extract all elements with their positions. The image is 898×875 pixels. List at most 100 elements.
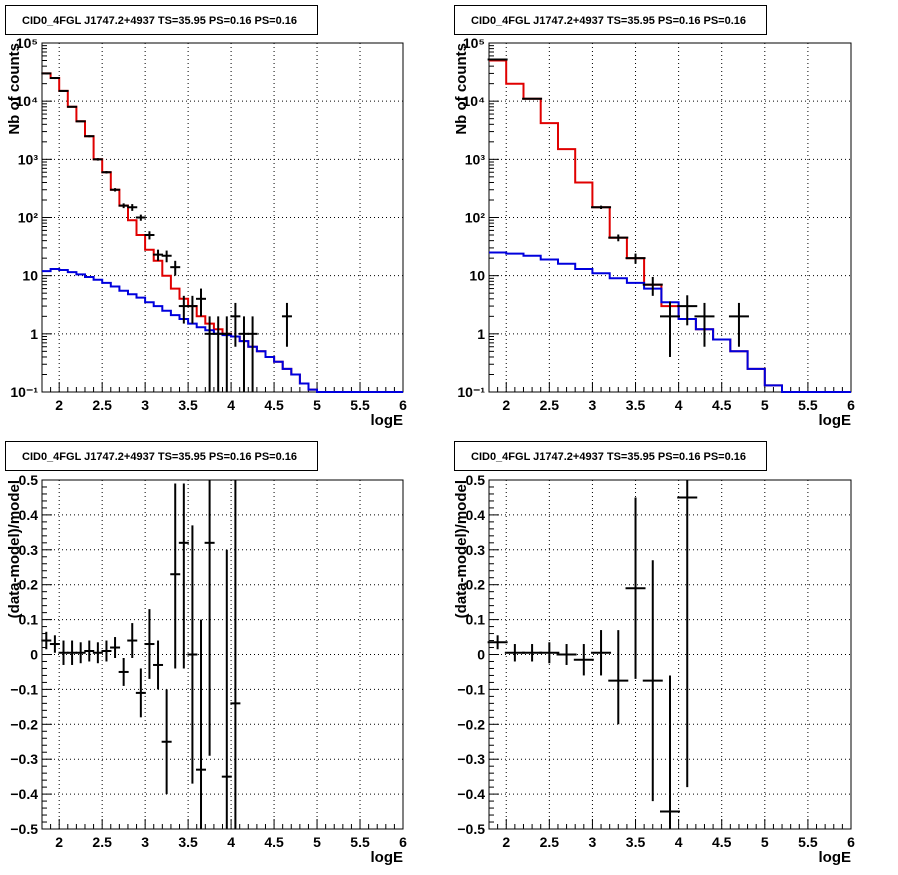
data-point [591,205,612,210]
y-tick-label: −0.1 [457,681,485,697]
x-tick-label: 4 [227,397,235,413]
data-point [153,249,164,261]
y-tick-label: 0 [30,647,38,663]
y-tick-label: −0.2 [457,716,485,732]
data-point [135,214,146,221]
x-tick-label: 5.5 [798,397,818,413]
y-tick-label: 10⁵ [463,35,485,51]
y-tick-label: 0.4 [19,507,39,523]
chart-title: CID0_4FGL J1747.2+4937 TS=35.95 PS=0.16 … [471,451,746,463]
y-tick-label: 0 [477,647,485,663]
chart-panel-1: CID0_4FGL J1747.2+4937 TS=35.95 PS=0.16 … [5,5,407,429]
data-point [573,644,594,676]
data-point [694,302,715,347]
data-point [187,525,198,784]
data-point [178,295,189,324]
data-point [625,253,646,264]
chart-title-box [5,5,318,35]
data-point [213,316,224,392]
data-point [247,316,258,392]
y-tick-label: 10² [465,210,486,226]
data-point [127,204,138,211]
y-axis-label: Nb of counts [6,43,23,135]
x-tick-label: 3.5 [626,397,646,413]
x-tick-label: 4.5 [712,397,732,413]
y-tick-label: −0.1 [10,681,38,697]
y-axis-label: Nb of counts [453,43,470,135]
x-tick-label: 3 [141,834,149,850]
y-tick-label: 10⁻¹ [457,384,485,400]
data-point [522,97,543,100]
y-tick-label: 0.3 [466,542,486,558]
x-tick-label: 5.5 [350,834,370,850]
x-tick-label: 2.5 [540,834,560,850]
y-tick-label: 0.3 [19,542,39,558]
data-point [161,689,172,795]
x-tick-label: 2 [55,834,63,850]
data-point [608,630,629,725]
x-tick-label: 5.5 [350,397,370,413]
data-point [642,560,663,802]
y-tick-label: 0.4 [466,507,486,523]
data-point [110,637,121,658]
data-point [660,675,680,829]
x-tick-label: 3 [589,397,597,413]
data-point [196,288,207,317]
x-tick-label: 5 [313,834,321,850]
x-tick-label: 2 [502,834,510,850]
x-axis-label: logE [371,849,404,866]
data-point [41,72,52,75]
y-tick-label: 0.1 [19,612,39,628]
y-tick-label: 0.1 [466,612,486,628]
y-axis-label: (data-model)/model [453,480,470,618]
data-point [677,480,698,788]
x-axis-label: logE [819,412,852,429]
data-point [487,58,508,61]
data-point [625,497,646,679]
chart-title: CID0_4FGL J1747.2+4937 TS=35.95 PS=0.16 … [471,15,746,27]
x-tick-label: 3 [589,834,597,850]
x-tick-label: 6 [399,397,407,413]
y-tick-label: 10 [469,268,485,284]
data-point [92,642,103,664]
model-source-histogram [42,268,403,393]
y-tick-label: 0.5 [466,472,486,488]
y-tick-label: −0.4 [457,786,485,802]
data-point [487,635,508,650]
x-tick-label: 2 [55,397,63,413]
data-point [110,188,121,192]
data-point [84,135,95,138]
data-point [204,316,215,392]
y-tick-label: −0.5 [457,821,485,837]
data-point [101,171,112,174]
chart-title: CID0_4FGL J1747.2+4937 TS=35.95 PS=0.16 … [22,15,297,27]
data-point [67,640,78,665]
data-point [238,316,249,392]
y-tick-label: 0.2 [19,577,39,593]
data-point [92,158,103,161]
x-tick-label: 4 [227,834,235,850]
data-point [118,203,129,209]
data-point [118,657,129,686]
y-tick-label: 10 [22,268,38,284]
x-tick-label: 5 [761,834,769,850]
y-tick-label: 10⁴ [463,93,486,109]
chart-title-box [5,441,318,471]
x-tick-label: 6 [847,834,855,850]
y-tick-label: −0.3 [10,751,38,767]
data-point [522,644,543,662]
data-point [170,483,181,669]
chart-panel-2: CID0_4FGL J1747.2+4937 TS=35.95 PS=0.16 … [453,5,855,429]
chart-panel-3: CID0_4FGL J1747.2+4937 TS=35.95 PS=0.16 … [5,441,407,866]
y-tick-label: 1 [30,326,38,342]
y-tick-label: 10³ [18,151,39,167]
y-tick-label: 0.2 [466,577,486,593]
x-tick-label: 3.5 [178,834,198,850]
data-point [170,260,181,276]
data-point [101,640,112,662]
data-point [677,295,698,326]
data-point [75,120,86,123]
y-axis-label: (data-model)/model [6,480,23,618]
x-tick-label: 6 [847,397,855,413]
x-axis-label: logE [371,412,404,429]
